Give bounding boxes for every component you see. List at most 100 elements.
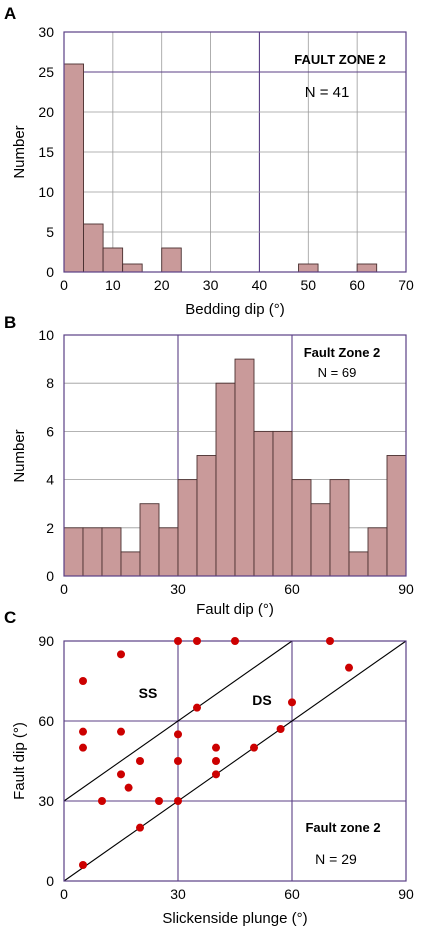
data-point — [193, 703, 201, 712]
y-tick-label: 4 — [46, 472, 54, 488]
panel-c-region-label-ds: DS — [252, 692, 271, 708]
panel-a-x-tick-labels: 0 10 20 30 40 50 60 70 — [60, 277, 414, 293]
panel-b-y-tick-labels: 0 2 4 6 8 10 — [38, 327, 54, 584]
histogram-bar — [120, 551, 141, 577]
data-point — [326, 637, 334, 645]
panel-c: C 0 30 60 90 0 30 60 90 Slickenside plunge (°)… — [4, 608, 414, 927]
x-tick-label: 0 — [60, 886, 68, 902]
y-tick-label: 8 — [46, 375, 54, 391]
histogram-bar — [161, 247, 182, 273]
y-tick-label: 20 — [38, 104, 54, 120]
data-point — [193, 637, 201, 645]
y-tick-label: 5 — [46, 224, 54, 240]
x-tick-label: 0 — [60, 581, 68, 597]
data-point — [117, 770, 125, 779]
histogram-bar — [102, 247, 124, 273]
data-point — [79, 727, 87, 736]
y-tick-label: 0 — [46, 873, 54, 889]
data-point — [174, 757, 182, 765]
panel-b-bars — [63, 358, 407, 577]
data-point — [174, 637, 182, 645]
panel-a-sample-count: N = 41 — [305, 84, 350, 101]
histogram-bar — [234, 358, 255, 577]
data-point — [136, 823, 144, 832]
panel-c-y-tick-labels: 0 30 60 90 — [38, 633, 54, 889]
panel-b-x-axis-label: Fault dip (°) — [196, 601, 274, 618]
y-tick-label: 30 — [38, 24, 54, 40]
x-tick-label: 70 — [398, 277, 414, 293]
data-point — [79, 743, 87, 752]
y-tick-label: 15 — [38, 144, 54, 160]
histogram-bar — [122, 263, 143, 273]
x-tick-label: 10 — [105, 277, 121, 293]
panel-c-x-axis-label: Slickenside plunge (°) — [162, 910, 307, 927]
panel-c-points — [79, 637, 353, 869]
panel-c-reference-lines — [63, 640, 407, 882]
data-point — [212, 743, 220, 752]
histogram-bar — [272, 430, 293, 577]
x-tick-label: 50 — [300, 277, 316, 293]
data-point — [288, 698, 296, 707]
data-point — [124, 783, 133, 792]
x-tick-label: 90 — [398, 886, 414, 902]
panel-a-y-axis-label: Number — [11, 125, 28, 178]
data-point — [117, 650, 125, 659]
y-tick-label: 0 — [46, 568, 54, 584]
histogram-bar — [291, 479, 312, 577]
x-tick-label: 60 — [284, 886, 300, 902]
data-point — [174, 797, 182, 805]
x-tick-label: 0 — [60, 277, 68, 293]
histogram-bar — [298, 263, 319, 273]
y-tick-label: 0 — [46, 264, 54, 280]
panel-c-sample-count: N = 29 — [315, 851, 357, 867]
histogram-bar — [63, 63, 84, 273]
panel-c-y-axis-label: Fault dip (°) — [11, 722, 28, 800]
data-point — [79, 861, 87, 869]
histogram-bar — [158, 527, 179, 577]
histogram-bar — [63, 527, 84, 577]
data-point — [250, 743, 258, 752]
x-tick-label: 60 — [284, 581, 300, 597]
histogram-bar — [196, 455, 217, 577]
panel-c-x-tick-labels: 0 30 60 90 — [60, 886, 414, 902]
panel-c-zone-annotation: Fault zone 2 — [305, 820, 380, 835]
panel-b-y-axis-label: Number — [11, 429, 28, 482]
panel-b-sample-count: N = 69 — [318, 365, 357, 380]
panel-a: A 0 10 20 30 40 50 60 70 0 5 10 15 20 25 30 Bedding d… — [4, 4, 414, 318]
y-tick-label: 2 — [46, 520, 54, 536]
data-point — [174, 730, 182, 739]
panel-b-zone-annotation: Fault Zone 2 — [304, 345, 381, 360]
x-tick-label: 40 — [252, 277, 268, 293]
histogram-bar — [348, 551, 369, 577]
data-point — [136, 757, 144, 765]
histogram-bar — [177, 479, 198, 577]
y-tick-label: 10 — [38, 184, 54, 200]
y-tick-label: 60 — [38, 713, 54, 729]
data-point — [155, 797, 163, 805]
panel-a-gridlines — [64, 32, 406, 272]
panel-b-x-tick-labels: 0 30 60 90 — [60, 581, 414, 597]
histogram-bar — [82, 527, 103, 577]
x-tick-label: 20 — [154, 277, 170, 293]
data-point — [79, 677, 87, 685]
reference-line — [63, 640, 407, 882]
data-point — [98, 797, 106, 805]
reference-line — [63, 640, 293, 802]
x-tick-label: 60 — [349, 277, 365, 293]
histogram-bar — [329, 479, 350, 577]
data-point — [212, 770, 220, 779]
y-tick-label: 10 — [38, 327, 54, 343]
histogram-bar — [310, 503, 331, 577]
histogram-bar — [83, 223, 104, 273]
histogram-bar — [386, 455, 407, 577]
panel-b-frame — [63, 334, 407, 577]
y-tick-label: 25 — [38, 64, 54, 80]
x-tick-label: 90 — [398, 581, 414, 597]
panel-c-region-label-ss: SS — [139, 685, 158, 701]
data-point — [276, 725, 285, 733]
histogram-bar — [367, 527, 388, 577]
panel-a-label: A — [4, 4, 16, 23]
data-point — [231, 637, 239, 645]
data-point — [117, 727, 125, 736]
